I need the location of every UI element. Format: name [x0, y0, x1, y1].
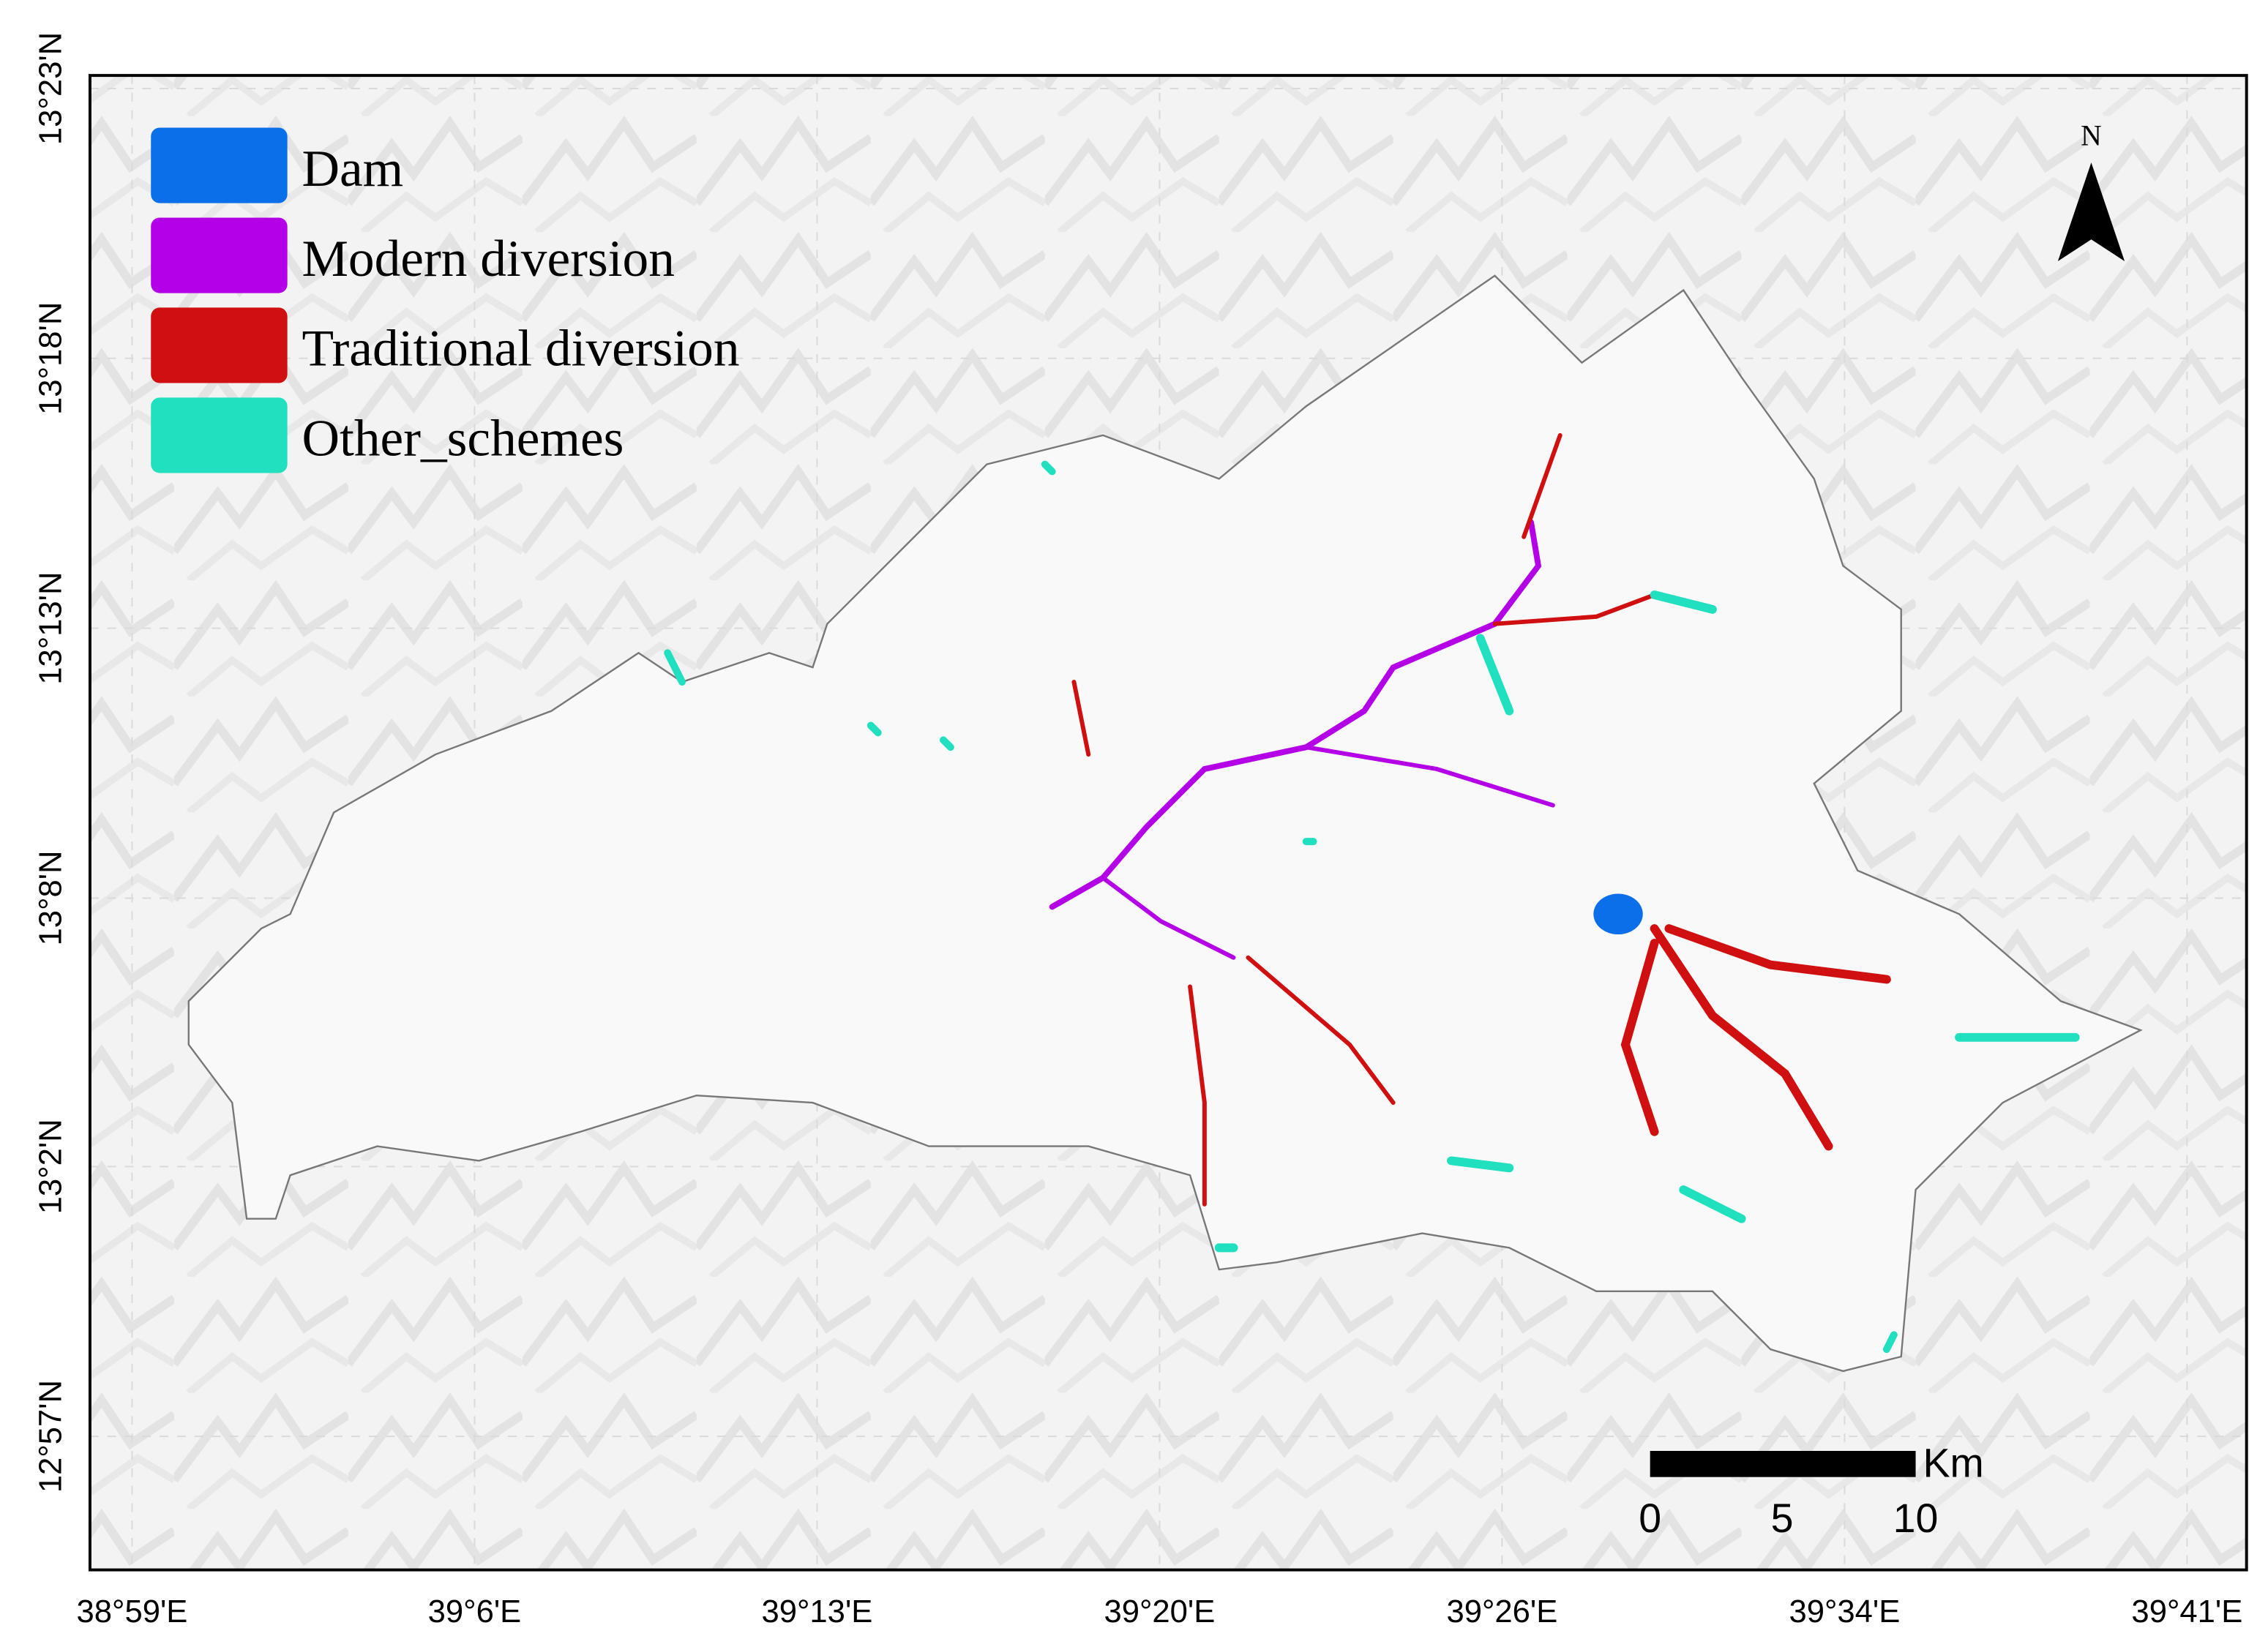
- legend-label: Modern diversion: [302, 230, 674, 288]
- x-tick-label: 39°41'E: [2131, 1594, 2242, 1629]
- scale-label: 5: [1771, 1496, 1794, 1541]
- map-frame: [88, 74, 2248, 1572]
- scale-bar: [1650, 1451, 1916, 1477]
- irrigation-features: [664, 432, 2080, 1354]
- y-tick-label: 13°23'N: [33, 32, 68, 145]
- legend-label: Other_schemes: [302, 410, 624, 468]
- x-axis: 38°59'E 39°6'E 39°13'E 39°20'E 39°26'E 3…: [77, 1594, 2243, 1629]
- legend-label: Dam: [302, 140, 403, 198]
- north-arrow: [2057, 162, 2125, 261]
- x-tick-label: 39°34'E: [1789, 1594, 1900, 1629]
- legend-swatch: [151, 307, 288, 383]
- legend: Dam Modern diversion Traditional diversi…: [151, 127, 740, 473]
- x-tick-label: 39°13'E: [761, 1594, 872, 1629]
- x-tick-label: 39°6'E: [428, 1594, 522, 1629]
- legend-swatch: [151, 127, 288, 203]
- y-tick-label: 13°18'N: [33, 302, 68, 415]
- y-tick-label: 13°2'N: [33, 1119, 68, 1214]
- y-tick-label: 13°8'N: [33, 850, 68, 945]
- north-label: N: [2081, 119, 2102, 151]
- scale-label: 0: [1639, 1496, 1661, 1541]
- basin-outline: [187, 274, 2143, 1373]
- scale-bar-labels: Km 0 5 10: [1639, 1441, 1984, 1541]
- y-tick-label: 12°57'N: [33, 1380, 68, 1493]
- x-tick-label: 38°59'E: [77, 1594, 188, 1629]
- dam-area: [1593, 893, 1643, 935]
- legend-swatch: [151, 397, 288, 473]
- legend-label: Traditional diversion: [302, 320, 739, 378]
- y-axis: 13°23'N 13°18'N 13°13'N 13°8'N 13°2'N 12…: [33, 32, 68, 1493]
- scale-unit: Km: [1923, 1441, 1983, 1486]
- scale-label: 10: [1893, 1496, 1939, 1541]
- x-tick-label: 39°26'E: [1446, 1594, 1557, 1629]
- y-tick-label: 13°13'N: [33, 571, 68, 684]
- legend-swatch: [151, 217, 288, 293]
- x-tick-label: 39°20'E: [1104, 1594, 1215, 1629]
